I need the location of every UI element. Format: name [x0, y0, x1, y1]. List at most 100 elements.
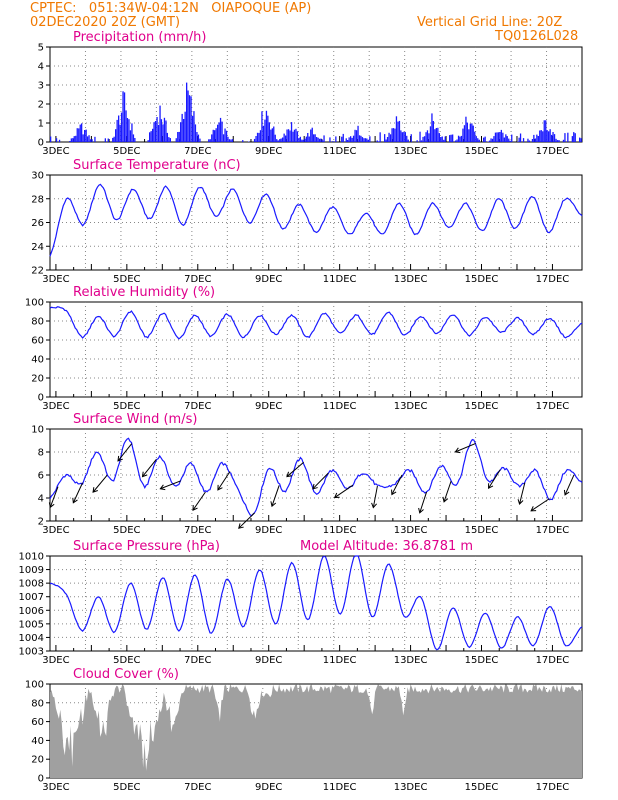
precip-bar — [292, 131, 294, 142]
pres-title: Surface Pressure (hPa) — [73, 539, 220, 554]
precip-bar — [434, 129, 436, 142]
precip-bar — [70, 138, 72, 142]
precip-bar — [187, 90, 189, 142]
precip-bar — [165, 120, 167, 142]
pres-extra: Model Altitude: 36.8781 m — [300, 539, 473, 554]
precip-bar — [265, 110, 268, 142]
pres-ytick-label: 1009 — [19, 565, 44, 576]
precip-xtick-label: 17DEC — [536, 146, 570, 157]
header-grid-line: Vertical Grid Line: 20Z — [417, 15, 563, 30]
precip-bar — [548, 131, 550, 142]
precip-bar — [208, 139, 210, 142]
precip-bar — [55, 138, 58, 142]
precip-bar — [168, 137, 170, 142]
wind-vector-head — [488, 483, 494, 490]
precip-bar — [180, 122, 182, 142]
precip-bar — [311, 127, 313, 142]
wind-xtick-label: 5DEC — [113, 525, 140, 536]
precip-bar — [75, 135, 77, 142]
rh-xtick-label: 17DEC — [536, 401, 570, 412]
precip-bar — [188, 95, 191, 142]
precip-ytick-label: 5 — [38, 43, 44, 54]
precip-bar — [313, 134, 315, 142]
precip-bar — [450, 134, 452, 142]
wind-vector — [142, 459, 157, 477]
wind-vector — [217, 471, 231, 491]
precip-bar — [285, 135, 287, 142]
wind-vector-head — [270, 501, 277, 508]
precip-bar — [367, 139, 369, 142]
precip-bar — [369, 136, 371, 142]
precip-bar — [493, 136, 495, 142]
precip-bar — [72, 138, 74, 142]
precip-bar — [116, 119, 118, 142]
precip-bar — [511, 134, 513, 142]
precip-bar — [282, 137, 284, 142]
wind-vector-head — [312, 483, 318, 490]
wind-vector — [488, 469, 501, 489]
wind-vector-head — [333, 492, 340, 499]
precip-bar — [193, 111, 195, 142]
temp-ytick-label: 26 — [31, 218, 44, 229]
precip-bar — [438, 133, 440, 142]
precip-bar — [465, 116, 467, 142]
precip-bar — [567, 132, 569, 142]
precip-bar — [416, 140, 418, 142]
precip-bar — [227, 136, 229, 142]
precip-bar — [555, 138, 557, 142]
precip-bar — [562, 139, 565, 142]
wind-vector — [271, 485, 280, 507]
pres-ytick-label: 1004 — [19, 633, 44, 644]
precip-bar — [153, 122, 155, 142]
header-line1: CPTEC: 051:34W-04:12N OIAPOQUE (AP) — [30, 1, 312, 16]
wind-vector — [92, 474, 108, 493]
pres-ytick-label: 1008 — [19, 579, 44, 590]
precip-bar — [88, 135, 90, 142]
wind-vector — [160, 480, 182, 490]
precip-bar — [267, 115, 269, 142]
precip-bar — [286, 129, 288, 142]
pres-xtick-label: 5DEC — [113, 655, 140, 666]
precip-bar — [112, 137, 114, 142]
wind-xtick-label: 15DEC — [465, 525, 499, 536]
wind-vector-head — [92, 487, 98, 493]
precip-bar — [178, 131, 180, 142]
precip-bar — [308, 136, 310, 142]
precip-bar — [444, 136, 446, 142]
precip-bar — [290, 122, 293, 142]
pres-xtick-label: 3DEC — [42, 655, 69, 666]
rh-ytick-label: 80 — [31, 317, 44, 328]
precip-bar — [518, 137, 520, 142]
precip-bar — [82, 134, 84, 142]
precip-bar — [262, 125, 265, 142]
wind-vector-head — [286, 471, 292, 478]
wind-xtick-label: 7DEC — [184, 525, 211, 536]
wind-ytick-label: 10 — [31, 425, 44, 436]
precip-bar — [549, 129, 551, 142]
precip-bar — [423, 136, 426, 142]
precip-bar — [316, 137, 318, 142]
cloud-xtick-label: 11DEC — [323, 782, 357, 793]
precip-bar — [317, 137, 319, 142]
temp-xtick-label: 13DEC — [394, 274, 428, 285]
cloud-xtick-label: 5DEC — [113, 782, 140, 793]
pres-series-line — [49, 555, 583, 651]
precip-bar — [131, 123, 133, 142]
precip-bar — [319, 138, 321, 142]
precip-bar — [69, 141, 71, 142]
temp-ytick-label: 24 — [31, 242, 44, 253]
rh-xtick-label: 13DEC — [394, 401, 428, 412]
precip-bar — [154, 121, 157, 142]
precip-bar — [440, 137, 442, 142]
wind-vector — [238, 512, 255, 529]
precip-bar — [358, 135, 361, 142]
precip-bar — [115, 129, 117, 142]
precip-bar — [366, 138, 368, 142]
precip-bar — [435, 128, 437, 142]
wind-series-line — [49, 437, 583, 517]
precip-bar — [191, 116, 194, 142]
precip-xtick-label: 9DEC — [255, 146, 282, 157]
precip-bar — [304, 138, 306, 142]
precip-bar — [363, 138, 365, 142]
